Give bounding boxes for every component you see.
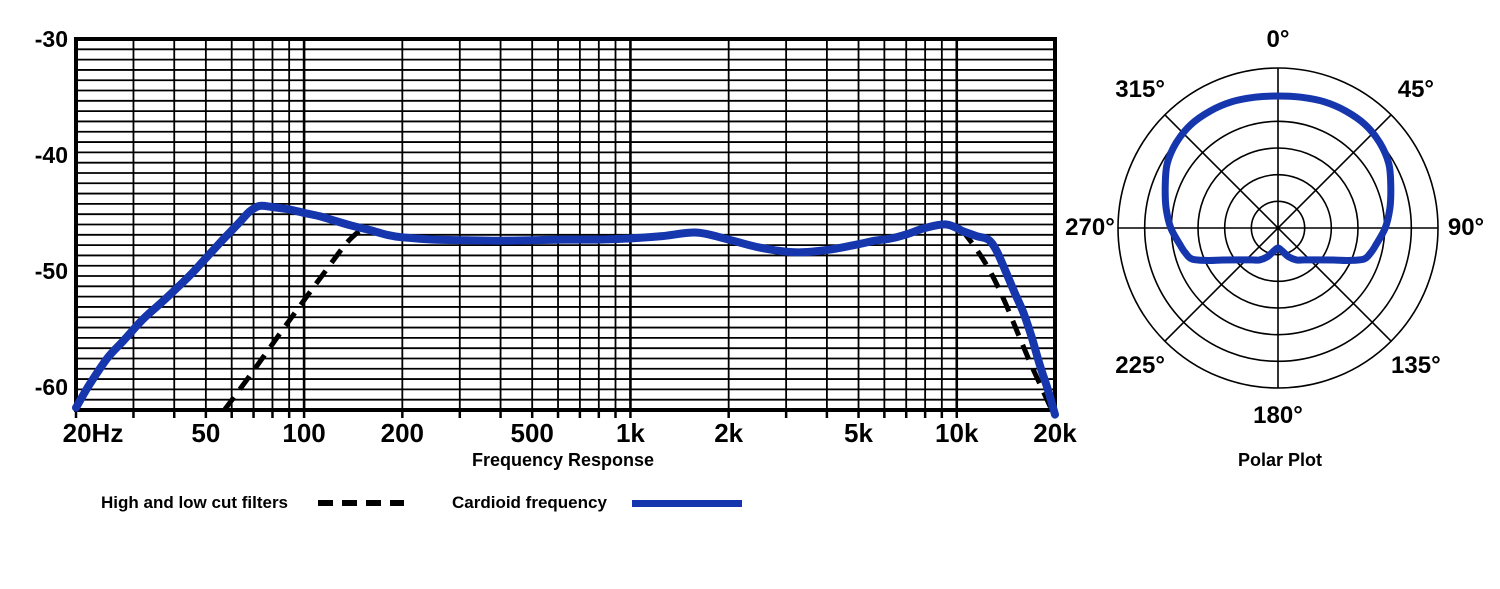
y-tick-label: -40 — [34, 141, 68, 168]
x-tick-label: 20Hz — [62, 418, 124, 448]
legend-cardioid-label: Cardioid frequency — [452, 493, 607, 512]
polar-grid — [1117, 67, 1439, 389]
x-tick-label: 5k — [844, 418, 873, 448]
legend-dashed-line-swatch — [318, 500, 404, 506]
y-tick-label: -50 — [34, 257, 68, 284]
legend-filters-label: High and low cut filters — [101, 493, 289, 512]
cardioid-frequency-curve — [72, 201, 1059, 419]
frequency-grid — [74, 39, 1057, 418]
plot-frame — [74, 37, 1057, 412]
polar-angle-label: 315° — [1115, 76, 1165, 104]
polar-angle-label: 135° — [1391, 351, 1441, 379]
x-tick-label: 50 — [191, 418, 221, 448]
x-tick-label: 10k — [935, 418, 979, 448]
polar-angle-label: 0° — [1266, 26, 1290, 53]
x-tick-label: 100 — [282, 418, 326, 448]
y-tick-label: -60 — [34, 373, 68, 400]
cardioid-polar-pattern — [1161, 92, 1395, 265]
low-cut-filter-curve — [222, 227, 364, 412]
polar-angle-label: 45° — [1397, 76, 1435, 104]
x-tick-label: 20k — [1033, 418, 1077, 448]
polar-angle-label: 90° — [1447, 214, 1485, 241]
high-cut-filter-curve — [960, 228, 1053, 409]
polar-plot-title: Polar Plot — [1237, 450, 1322, 470]
polar-angle-label: 225° — [1115, 351, 1165, 379]
frequency-response-title: Frequency Response — [471, 450, 655, 470]
x-tick-label: 1k — [615, 418, 645, 448]
x-tick-label: 2k — [714, 418, 744, 448]
y-tick-label: -30 — [34, 26, 68, 52]
polar-angle-label: 180° — [1253, 402, 1303, 429]
legend-cardioid-line-swatch — [632, 500, 742, 507]
x-tick-label: 500 — [510, 418, 554, 448]
x-tick-label: 200 — [380, 418, 425, 448]
polar-angle-label: 270° — [1065, 214, 1115, 241]
